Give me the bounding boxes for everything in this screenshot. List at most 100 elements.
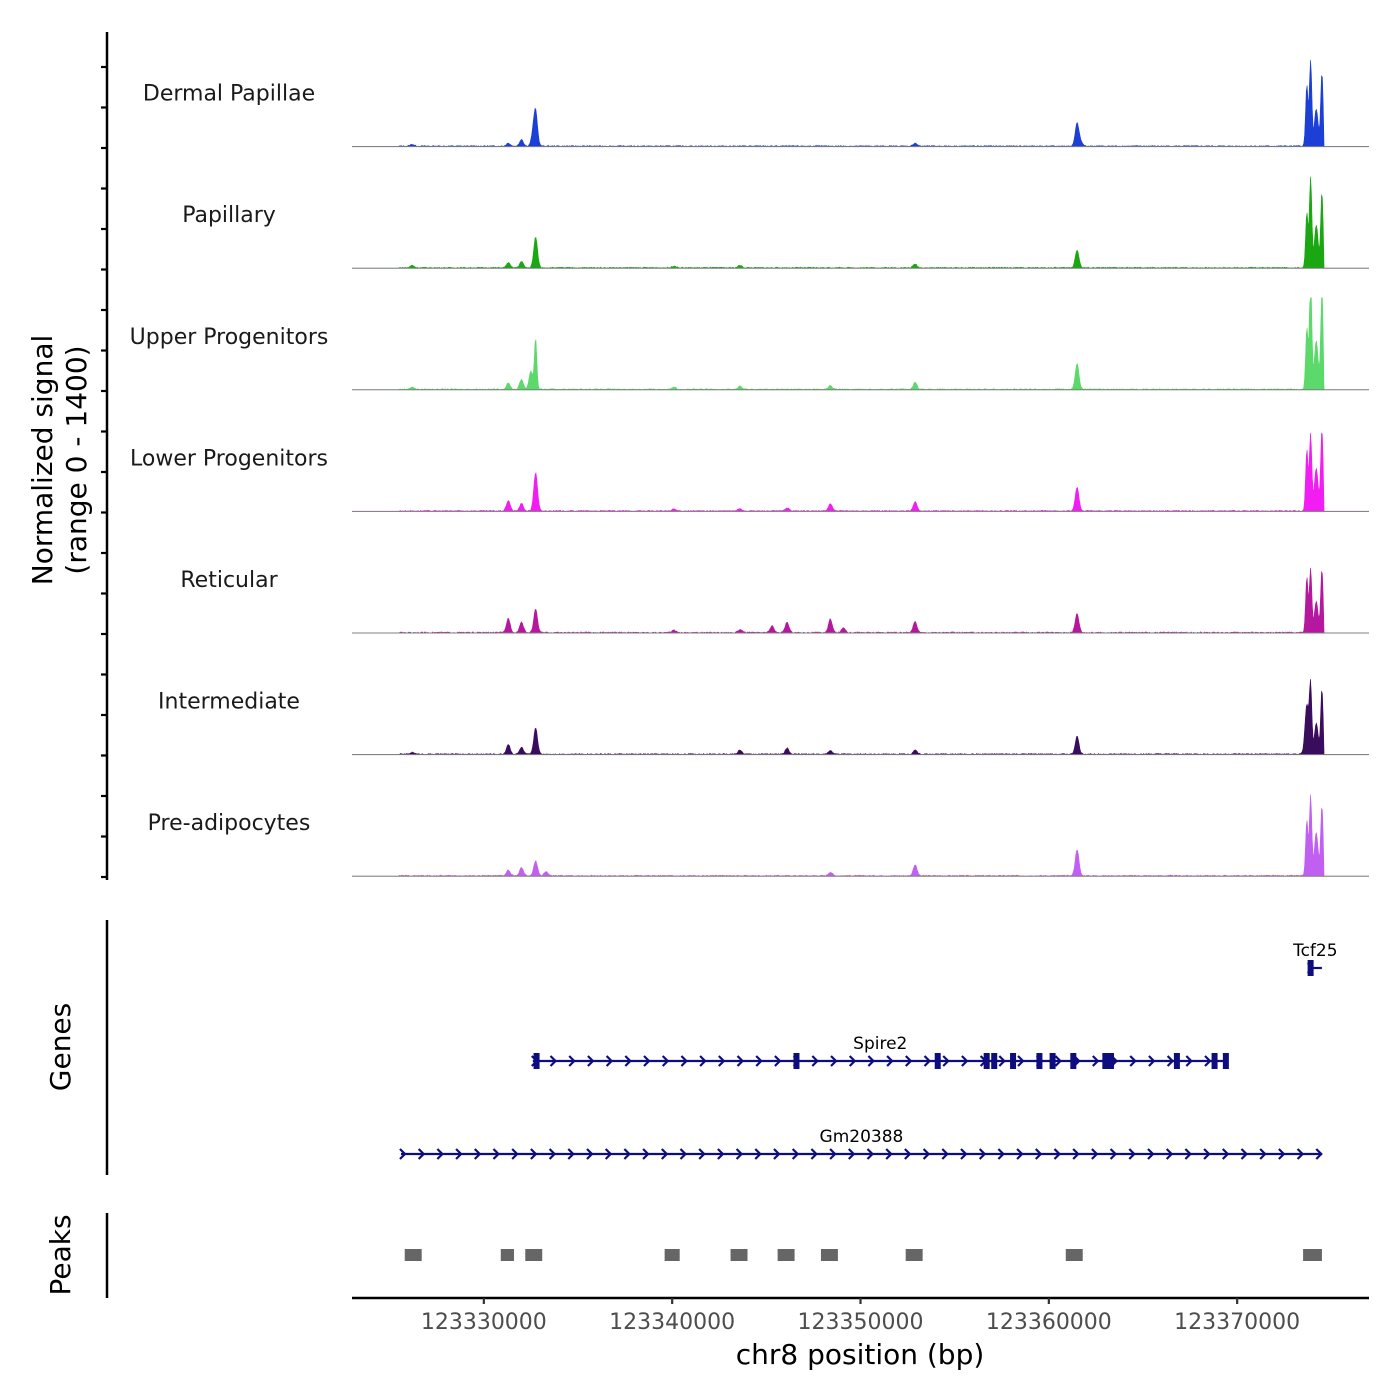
peak-region <box>820 1249 838 1261</box>
track-label: Upper Progenitors <box>130 325 329 350</box>
peak-region <box>905 1249 923 1261</box>
strand-arrow <box>417 1148 426 1160</box>
x-tick-label: 123350000 <box>798 1310 924 1335</box>
strand-arrow <box>1034 1148 1043 1160</box>
strand-arrow <box>960 1148 968 1160</box>
strand-arrow <box>1221 1148 1230 1160</box>
track-signal-area <box>352 432 1369 512</box>
y-axis-title-line2: (range 0 - 1400) <box>60 345 93 574</box>
gene-exon <box>983 1053 990 1069</box>
gene-exon <box>1036 1053 1043 1069</box>
gene-label: Tcf25 <box>1292 941 1337 961</box>
strand-arrow <box>1092 1055 1100 1067</box>
peak-region <box>730 1249 748 1261</box>
y-axis-title-line1: Normalized signal <box>26 335 59 586</box>
track-label: Papillary <box>182 203 276 228</box>
x-axis-title: chr8 position (bp) <box>736 1338 985 1371</box>
strand-arrow <box>1109 1148 1118 1160</box>
peak-region <box>500 1249 514 1261</box>
gene-annotations: Tcf25 Spire2 Gm20388 <box>399 941 1338 1160</box>
strand-arrow <box>718 1055 726 1067</box>
gene-exon <box>533 1053 540 1069</box>
x-tick-label: 123370000 <box>1174 1310 1300 1335</box>
gene-label: Spire2 <box>853 1034 907 1054</box>
peak-region <box>1303 1249 1322 1261</box>
strand-arrow <box>1128 1148 1136 1160</box>
gene-gm20388: Gm20388 <box>399 1127 1323 1160</box>
x-tick-label: 123360000 <box>986 1310 1112 1335</box>
strand-arrow <box>1185 1055 1193 1067</box>
strand-arrow <box>847 1148 856 1160</box>
strand-arrow <box>567 1148 575 1160</box>
strand-arrow <box>998 1055 1006 1067</box>
strand-arrow <box>511 1148 519 1160</box>
strand-arrow <box>604 1148 613 1160</box>
strand-arrow <box>698 1148 706 1160</box>
strand-arrow <box>549 1055 558 1067</box>
strand-arrow <box>1278 1148 1286 1160</box>
strand-arrow <box>624 1055 632 1067</box>
strand-arrow <box>399 1148 407 1160</box>
track-intermediate: Intermediate <box>158 679 1369 756</box>
strand-arrow <box>1296 1148 1305 1160</box>
strand-arrow <box>922 1148 931 1160</box>
track-upper-progenitors: Upper Progenitors <box>130 297 1369 391</box>
track-signal-area <box>352 176 1369 269</box>
strand-arrow <box>1148 1055 1156 1067</box>
track-signal-area <box>352 567 1369 634</box>
genes-axis-title: Genes <box>44 1003 77 1091</box>
strand-arrow <box>830 1055 838 1067</box>
gene-exon <box>1173 1053 1180 1069</box>
strand-arrow <box>1129 1055 1137 1067</box>
strand-arrow <box>680 1055 688 1067</box>
strand-arrow <box>923 1055 932 1067</box>
peaks-axis-title: Peaks <box>44 1214 77 1295</box>
gene-exon <box>1010 1053 1017 1069</box>
track-dermal-papillae: Dermal Papillae <box>143 60 1369 148</box>
gene-exon <box>991 1053 998 1069</box>
strand-arrow <box>1072 1148 1080 1160</box>
strand-arrow <box>1091 1148 1099 1160</box>
strand-arrow <box>1054 1055 1062 1067</box>
strand-arrow <box>492 1148 501 1160</box>
peak-region <box>777 1249 795 1261</box>
track-signal-area <box>352 297 1369 391</box>
strand-arrow <box>568 1055 576 1067</box>
strand-arrow <box>736 1055 745 1067</box>
strand-arrow <box>586 1148 594 1160</box>
gene-label: Gm20388 <box>820 1127 904 1147</box>
signal-y-ticks <box>101 65 107 879</box>
track-label: Dermal Papillae <box>143 82 315 107</box>
track-reticular: Reticular <box>180 567 1369 634</box>
gene-exon <box>1222 1053 1229 1069</box>
track-lower-progenitors: Lower Progenitors <box>130 432 1369 512</box>
x-axis-ticks: 123330000 123340000 123350000 123360000 1233… <box>421 1298 1300 1335</box>
strand-arrow <box>530 1148 538 1160</box>
peak-region <box>1065 1249 1083 1261</box>
track-label: Pre-adipocytes <box>148 811 311 836</box>
gene-exon <box>793 1053 800 1069</box>
strand-arrow <box>1147 1148 1155 1160</box>
strand-arrow <box>886 1055 894 1067</box>
strand-arrow <box>774 1055 782 1067</box>
gene-exon <box>1049 1053 1056 1069</box>
strand-arrow <box>829 1148 837 1160</box>
gene-exon <box>1211 1053 1218 1069</box>
strand-arrow <box>605 1055 614 1067</box>
strand-arrow <box>754 1148 762 1160</box>
peak-region <box>404 1249 422 1261</box>
strand-arrow <box>1259 1148 1267 1160</box>
x-tick-label: 123330000 <box>421 1310 547 1335</box>
strand-arrow <box>1315 1148 1323 1160</box>
strand-arrow <box>1203 1148 1211 1160</box>
track-papillary: Papillary <box>182 176 1369 269</box>
strand-arrow <box>660 1148 669 1160</box>
strand-arrow <box>735 1148 744 1160</box>
strand-arrow <box>473 1148 482 1160</box>
strand-arrow <box>885 1148 893 1160</box>
strand-arrow <box>1053 1148 1062 1160</box>
strand-arrow <box>1165 1148 1174 1160</box>
gene-spire2: Spire2 <box>531 1034 1229 1069</box>
strand-arrow <box>866 1148 875 1160</box>
